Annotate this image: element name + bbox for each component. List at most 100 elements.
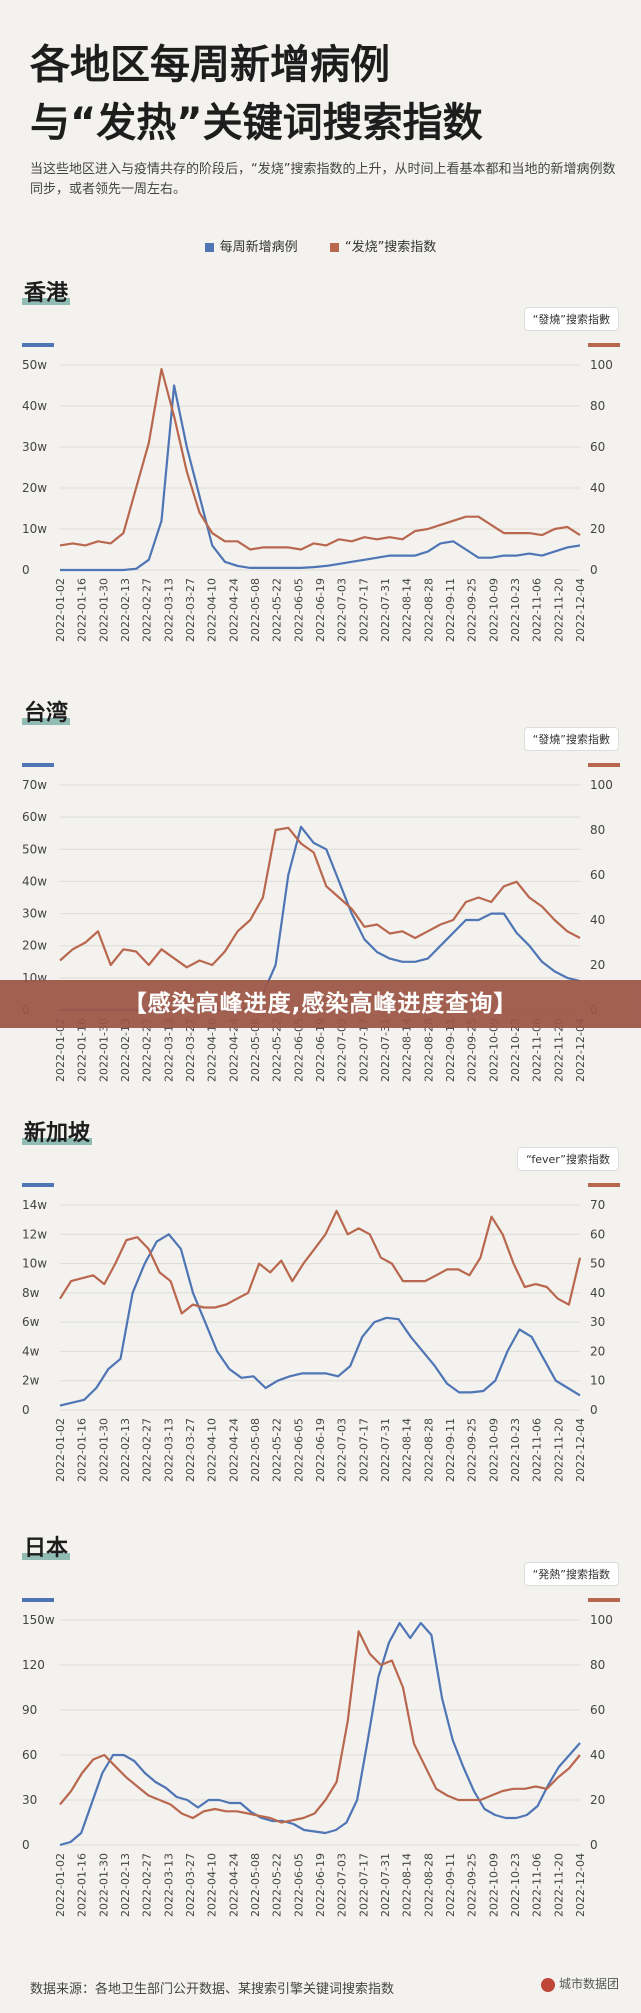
left-tick-label: 150w (22, 1613, 55, 1627)
left-tick-label: 50w (22, 842, 47, 856)
x-tick-label: 2022-12-04 (574, 1418, 587, 1482)
left-tick-label: 40w (22, 874, 47, 888)
page-subtitle: 当这些地区进入与疫情共存的阶段后，“发烧”搜索指数的上升，从时间上看基本都和当地… (30, 162, 616, 197)
page-title: 各地区每周新增病例 与“发热”关键词搜索指数 (30, 36, 620, 152)
x-tick-label: 2022-01-16 (76, 1418, 89, 1482)
right-tick-label: 10 (590, 1374, 605, 1388)
left-tick-label: 30 (22, 1793, 37, 1807)
left-tick-label: 6w (22, 1315, 40, 1329)
legend-swatch-search (329, 243, 339, 252)
x-tick-label: 2022-01-02 (54, 1418, 67, 1482)
legend: 每周新增病例 “发烧”搜索指数 (0, 236, 641, 255)
brand-name: 城市数据团 (558, 1977, 619, 1991)
right-tick-label: 40 (590, 913, 605, 927)
legend-item-search: “发烧”搜索指数 (329, 236, 437, 255)
right-tick-label: 70 (590, 1198, 605, 1212)
x-tick-label: 2022-09-11 (444, 1853, 457, 1917)
overlay-banner: 【感染高峰进度,感染高峰进度查询】 (0, 980, 641, 1028)
right-tick-label: 20 (590, 958, 605, 972)
series-line-cases (59, 1621, 581, 1847)
x-tick-label: 2022-11-20 (552, 1018, 565, 1082)
x-tick-label: 2022-01-30 (97, 1853, 110, 1917)
left-tick-label: 8w (22, 1286, 40, 1300)
x-tick-label: 2022-04-24 (227, 578, 240, 642)
x-tick-label: 2022-04-24 (227, 1853, 240, 1917)
x-tick-label: 2022-10-09 (487, 1853, 500, 1917)
x-tick-label: 2022-09-25 (466, 1418, 479, 1482)
x-tick-label: 2022-07-31 (379, 1418, 392, 1482)
right-axis-marker (588, 1183, 620, 1187)
region-title-text: 台湾 (24, 701, 69, 726)
right-axis-label: “發燒”搜索指數 (523, 307, 619, 331)
x-tick-label: 2022-01-02 (54, 1853, 67, 1917)
right-tick-label: 0 (590, 1403, 598, 1417)
chart-svg: 0 10w 20w 30w 40w 50w 0 20 40 60 80 100 2022-01-02 20… (22, 343, 620, 642)
right-tick-label: 40 (590, 1748, 605, 1762)
x-tick-label: 2022-06-05 (292, 578, 305, 642)
right-axis-label: “発熱”搜索指数 (523, 1562, 619, 1586)
x-tick-label: 2022-08-28 (422, 1018, 435, 1082)
right-tick-label: 60 (590, 1227, 605, 1241)
x-tick-label: 2022-05-22 (271, 578, 284, 642)
left-axis-marker (22, 1598, 54, 1602)
right-tick-label: 60 (590, 440, 605, 454)
left-tick-label: 10w (22, 522, 47, 536)
x-tick-label: 2022-03-13 (162, 1853, 175, 1917)
x-tick-label: 2022-08-28 (422, 1418, 435, 1482)
region-title: 台湾 (22, 695, 71, 727)
x-tick-label: 2022-11-06 (531, 578, 544, 642)
right-tick-label: 100 (590, 778, 613, 792)
series-line-cases (60, 384, 581, 572)
x-tick-label: 2022-10-23 (509, 1018, 522, 1082)
legend-label-search: “发烧”搜索指数 (344, 240, 437, 255)
series-line-search (59, 826, 581, 969)
right-tick-label: 80 (590, 399, 605, 413)
x-tick-label: 2022-09-11 (444, 1418, 457, 1482)
series-line-search (59, 1630, 581, 1824)
x-tick-label: 2022-01-30 (97, 1418, 110, 1482)
x-tick-label: 2022-03-13 (162, 1418, 175, 1482)
x-tick-label: 2022-09-25 (466, 1853, 479, 1917)
x-tick-label: 2022-03-27 (184, 578, 197, 642)
x-tick-label: 2022-09-25 (466, 1018, 479, 1082)
left-tick-label: 2w (22, 1374, 40, 1388)
x-tick-label: 2022-08-28 (422, 1853, 435, 1917)
left-tick-label: 60 (22, 1748, 37, 1762)
x-tick-label: 2022-03-27 (184, 1853, 197, 1917)
x-tick-label: 2022-01-16 (76, 1018, 89, 1082)
x-tick-label: 2022-08-28 (422, 578, 435, 642)
right-tick-label: 40 (590, 481, 605, 495)
x-tick-label: 2022-05-22 (271, 1018, 284, 1082)
x-tick-label: 2022-07-03 (336, 1853, 349, 1917)
x-tick-label: 2022-07-17 (357, 1018, 370, 1082)
x-tick-label: 2022-04-10 (206, 1418, 219, 1482)
x-tick-label: 2022-02-13 (119, 1018, 132, 1082)
left-tick-label: 120 (22, 1658, 45, 1672)
x-tick-label: 2022-01-16 (76, 578, 89, 642)
x-tick-label: 2022-07-03 (336, 1018, 349, 1082)
x-tick-label: 2022-03-27 (184, 1018, 197, 1082)
x-tick-label: 2022-05-22 (271, 1418, 284, 1482)
right-tick-label: 80 (590, 1658, 605, 1672)
legend-swatch-cases (204, 243, 214, 252)
legend-item-cases: 每周新增病例 (204, 236, 298, 255)
x-tick-label: 2022-12-04 (574, 1018, 587, 1082)
right-axis-marker (588, 1598, 620, 1602)
x-tick-label: 2022-08-14 (401, 1853, 414, 1917)
chart-taiwan: 台湾 “發燒”搜索指數 010w20w30w40w50w60w70w020406… (0, 695, 641, 1115)
legend-label-cases: 每周新增病例 (219, 240, 298, 255)
right-tick-label: 60 (590, 1703, 605, 1717)
x-tick-label: 2022-12-04 (574, 1853, 587, 1917)
left-tick-label: 90 (22, 1703, 37, 1717)
x-tick-label: 2022-10-09 (487, 1018, 500, 1082)
x-tick-label: 2022-05-08 (249, 1018, 262, 1082)
x-tick-label: 2022-10-23 (509, 578, 522, 642)
x-tick-label: 2022-11-20 (552, 1418, 565, 1482)
x-tick-label: 2022-03-13 (162, 1018, 175, 1082)
x-tick-label: 2022-06-05 (292, 1418, 305, 1482)
right-tick-label: 60 (590, 868, 605, 882)
x-tick-label: 2022-01-30 (97, 578, 110, 642)
chart-svg: 0 2w 4w 6w 8w 10w 12w 14w 0 10 20 30 40 50 60 70 2022-01… (22, 1183, 620, 1482)
data-source-footer: 数据来源：各地卫生部门公开数据、某搜索引擎关键词搜索指数 (30, 1982, 395, 1997)
x-tick-label: 2022-04-10 (206, 1853, 219, 1917)
